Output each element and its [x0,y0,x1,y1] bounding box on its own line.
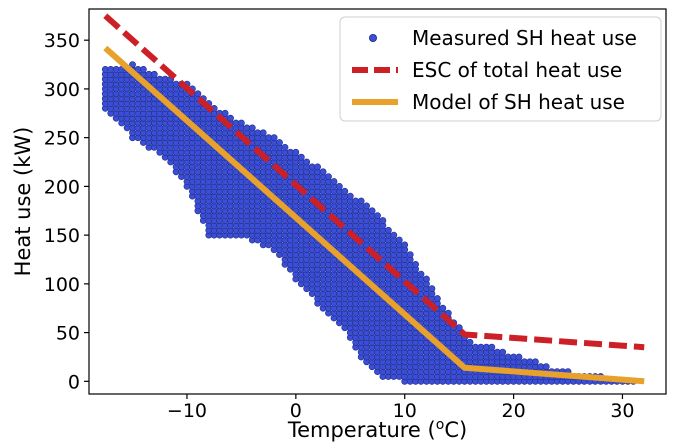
y-tick-label: 50 [56,323,80,345]
legend-label-esc: ESC of total heat use [412,58,622,82]
esc-total-heat-line [103,13,645,351]
y-tick-label: 200 [44,176,80,198]
y-axis-label: Heat use (kW) [11,127,35,277]
scatter-point [423,275,430,283]
scatter-point [292,148,300,156]
scatter-point [488,343,496,351]
legend-label-model: Model of SH heat use [412,90,625,114]
x-tick-label: −10 [167,400,207,422]
y-tick-label: 300 [44,79,80,101]
scatter-point [417,270,425,278]
scatter-point [248,124,256,132]
scatter-point [281,143,289,151]
scatter-point [357,197,365,205]
x-tick-label: 30 [610,400,634,422]
model-sh-heat-line [103,45,645,385]
scatter-point [384,226,392,234]
scatter-point [303,158,311,166]
scatter-point [542,363,550,371]
scatter-point [221,109,229,117]
x-tick-label: 20 [501,400,525,422]
scatter-point [499,348,507,356]
scatter-point [379,217,387,224]
x-axis: −10 0 10 20 30 [167,394,635,422]
x-tick-label: 10 [393,400,417,422]
scatter-point [401,241,409,249]
scatter-point [428,285,436,293]
scatter-point [330,178,338,185]
scatter-point [270,134,278,142]
scatter-point [395,236,403,244]
scatter-point [346,192,354,200]
scatter-point [341,187,349,195]
scatter-point [532,358,539,366]
scatter-point [515,353,523,361]
scatter-point [406,251,414,258]
scatter-point [390,231,398,239]
y-tick-label: 350 [44,30,80,52]
legend-item-esc: ESC of total heat use [352,58,622,82]
y-tick-label: 250 [44,128,80,150]
legend-item-model: Model of SH heat use [352,90,625,114]
scatter-point [139,66,147,73]
scatter-point [314,163,321,171]
y-axis: 0 50 100 150 200 250 300 350 [44,30,89,393]
scatter-point [129,61,136,68]
scatter-point [433,295,441,302]
x-tick-label: 0 [290,400,302,422]
scatter-point [368,207,376,215]
scatter-point [325,173,332,180]
y-tick-label: 0 [68,371,80,393]
scatter-point [237,119,245,127]
scatter-point [374,212,381,219]
legend-box [339,16,662,122]
legend-marker-measured [368,34,377,43]
legend-item-measured: Measured SH heat use [368,26,637,50]
y-tick-label: 150 [44,225,80,247]
scatter-point [412,260,419,268]
scatter-point [276,139,283,146]
scatter-point [455,324,463,332]
legend-label-measured: Measured SH heat use [412,26,637,50]
scatter-point [466,338,474,346]
scatter-point [150,70,158,78]
y-tick-label: 100 [44,274,80,296]
legend: Measured SH heat use ESC of total heat u… [339,16,662,122]
scatter-point [319,168,327,176]
scatter-point [439,304,447,312]
plot-frame [88,8,667,395]
scatter-point [194,90,202,98]
scatter-point [259,129,267,137]
x-axis-label: Temperature (oC) [287,417,467,442]
scatter-point [297,153,305,161]
scatter-point [363,202,370,210]
scatter-point [335,182,343,190]
scatter-point [227,114,234,122]
line-layer [103,13,645,385]
